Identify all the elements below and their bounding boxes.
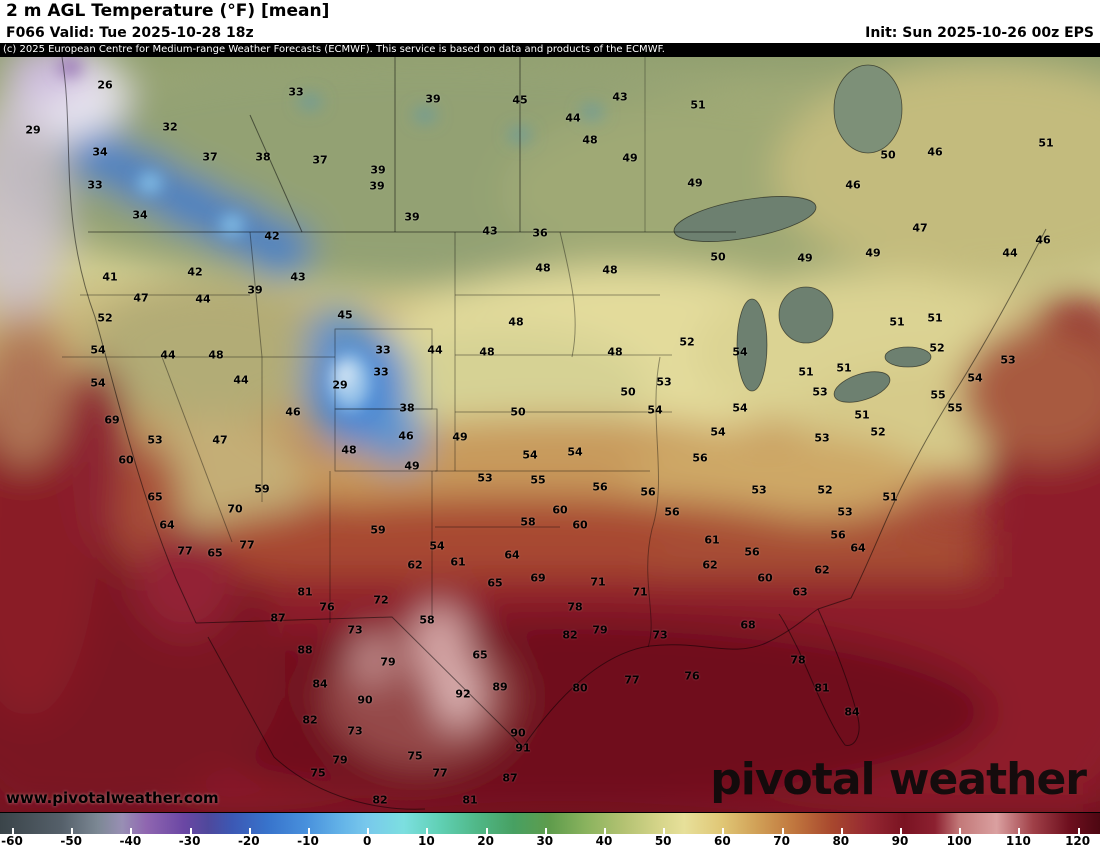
colorbar-tick-label: 60: [714, 834, 731, 848]
colorbar-tick: [367, 828, 370, 834]
colorbar-tick: [426, 828, 429, 834]
pivotal-weather-watermark: pivotal weather: [710, 754, 1087, 805]
colorbar-tick-label: -10: [297, 834, 319, 848]
site-url-watermark: www.pivotalweather.com: [6, 789, 219, 807]
great-lakes: [673, 64, 932, 403]
colorbar-tick: [663, 828, 666, 834]
colorbar-tick-label: 40: [595, 834, 613, 848]
colorbar-tick: [248, 828, 251, 834]
colorbar-tick: [604, 828, 606, 834]
colorbar-tick-label: 100: [946, 834, 972, 848]
temperature-map-canvas: [0, 45, 1100, 817]
colorbar-tick: [12, 828, 14, 834]
page-title: 2 m AGL Temperature (°F) [mean]: [6, 1, 330, 21]
colorbar-tick-label: 0: [363, 834, 372, 848]
map-borders: [61, 56, 1047, 810]
model-init-label: Init: Sun 2025-10-26 00z EPS: [865, 25, 1094, 41]
forecast-valid-label: F066 Valid: Tue 2025-10-28 18z: [6, 25, 254, 41]
colorbar-tick: [485, 828, 488, 834]
colorbar-tick-label: 70: [773, 834, 790, 848]
colorbar-tick: [130, 828, 133, 834]
temperature-map[interactable]: [0, 45, 1100, 817]
colorbar-tick: [544, 828, 547, 834]
colorbar-tick: [71, 828, 74, 834]
colorbar-tick-label: 110: [1005, 834, 1031, 848]
colorbar-tick-label: -40: [119, 834, 142, 848]
colorbar-tick-label: 120: [1065, 834, 1091, 848]
colorbar-tick-label: 50: [654, 834, 672, 848]
temperature-field-cores: [58, 58, 604, 410]
colorbar-tick-label: 80: [832, 834, 850, 848]
temperature-colorbar: [0, 812, 1100, 834]
colorbar-tick: [1077, 828, 1080, 834]
ecmwf-copyright-bar: (c) 2025 European Centre for Medium-rang…: [0, 43, 1100, 57]
colorbar-tick: [840, 828, 843, 834]
colorbar-tick: [959, 828, 962, 834]
header-bar: 2 m AGL Temperature (°F) [mean] F066 Val…: [0, 0, 1100, 57]
colorbar-tick-label: -50: [60, 834, 83, 848]
colorbar-tick-label: 20: [477, 834, 494, 848]
colorbar-tick: [900, 828, 902, 834]
colorbar-tick-label: -20: [237, 834, 260, 848]
colorbar-tick-label: 30: [536, 834, 554, 848]
colorbar-tick: [1018, 828, 1021, 834]
temperature-field-blobs: [0, 45, 1100, 817]
colorbar-tick-label: -60: [1, 834, 23, 848]
colorbar-tick: [308, 828, 310, 834]
colorbar-tick-label: 90: [891, 834, 909, 848]
colorbar-tick: [722, 828, 725, 834]
colorbar-tick: [781, 828, 784, 834]
colorbar-tick: [189, 828, 192, 834]
colorbar-tick-label: -30: [178, 834, 201, 848]
colorbar-tick-label: 10: [418, 834, 435, 848]
colorbar-tick-labels: -60 -50 -40 -30 -20 -10 0 10 20 30 40 50 60 70 80 90 100…: [0, 834, 1100, 850]
